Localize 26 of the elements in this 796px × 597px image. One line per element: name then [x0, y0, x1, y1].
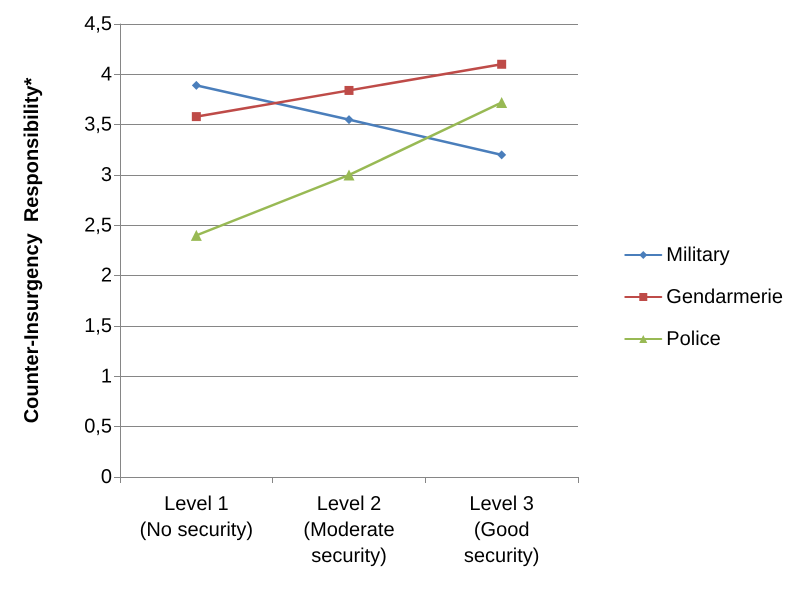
y-axis-title: Counter-Insurgency Responsibility* — [21, 77, 43, 424]
point — [192, 112, 201, 122]
y-tick-label: 3 — [100, 164, 112, 186]
y-tick-label: 3,5 — [84, 114, 112, 136]
point — [344, 86, 354, 95]
x-tick-label: Level 2 (Moderate security) — [303, 493, 395, 567]
point — [497, 150, 506, 160]
y-tick-label: 2,5 — [84, 214, 112, 236]
legend-label: Police — [666, 328, 721, 350]
y-tick-label: 2 — [100, 264, 112, 287]
x-tick-label: Level 3 (Good security) — [464, 493, 540, 567]
legend-label: Gendarmerie — [666, 286, 783, 308]
y-tick-label: 1 — [100, 365, 112, 388]
point — [344, 170, 354, 180]
point — [497, 60, 506, 69]
x-tick-label: Level 1 (No security) — [140, 493, 254, 541]
y-tick-label: 4 — [100, 63, 112, 86]
y-tick-label: 4,5 — [84, 13, 112, 35]
point — [192, 80, 201, 90]
y-tick-label: 1,5 — [84, 315, 112, 337]
point — [190, 230, 202, 241]
point — [344, 115, 354, 124]
y-tick-label: 0,5 — [84, 416, 112, 438]
y-tick-label: 0 — [100, 466, 112, 488]
point — [496, 97, 508, 108]
legend-label: Military — [666, 244, 730, 266]
